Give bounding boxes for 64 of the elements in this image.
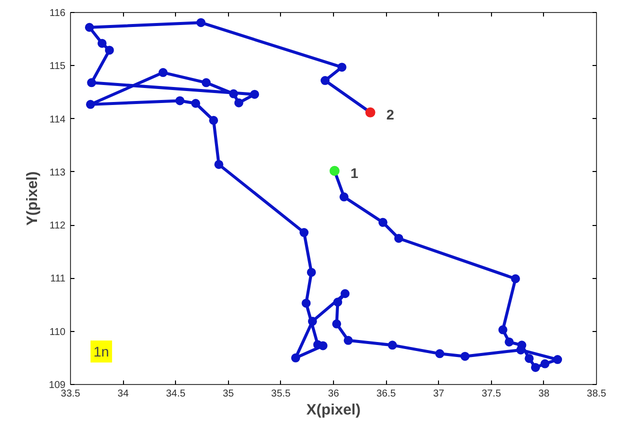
point <box>320 76 330 86</box>
point <box>530 363 540 372</box>
x-tick-label: 36 <box>328 388 340 400</box>
point <box>191 98 200 108</box>
point <box>394 234 404 243</box>
x-tick-label: 35 <box>222 388 234 400</box>
point <box>332 319 342 328</box>
point <box>300 228 309 238</box>
point <box>196 18 206 28</box>
x-axis-title: X(pixel) <box>306 402 361 418</box>
point <box>86 100 95 109</box>
point <box>337 62 346 72</box>
point <box>87 78 96 88</box>
x-tick-label: 38 <box>538 388 550 400</box>
y-tick-label: 112 <box>50 220 66 232</box>
annotation: 2 <box>386 106 394 122</box>
x-tick-label: 34 <box>118 388 130 400</box>
y-tick-label: 114 <box>50 114 66 126</box>
point <box>498 325 508 334</box>
point <box>202 78 211 88</box>
annotation: 1 <box>350 164 359 181</box>
point <box>524 354 534 363</box>
point <box>540 359 550 368</box>
annotation: 1n <box>94 344 110 360</box>
point <box>308 316 317 326</box>
x-tick-label: 37 <box>433 388 445 400</box>
y-tick-label: 115 <box>50 61 66 72</box>
point <box>229 89 238 98</box>
point <box>98 38 107 48</box>
point <box>234 98 244 108</box>
point <box>209 116 218 125</box>
point <box>553 355 562 364</box>
x-tick-label: 34.5 <box>166 388 186 400</box>
point <box>104 46 114 55</box>
y-tick-label: 109 <box>48 380 66 391</box>
x-tick-label: 33.5 <box>60 388 81 400</box>
x-tick-label: 35.5 <box>271 388 292 400</box>
point <box>344 336 353 345</box>
point <box>84 22 94 32</box>
point <box>175 96 184 106</box>
point <box>214 160 224 169</box>
point <box>460 352 470 361</box>
point <box>340 192 349 202</box>
point <box>378 218 388 227</box>
point <box>504 337 514 346</box>
point <box>306 268 316 277</box>
y-axis-title: Y(pixel) <box>24 171 41 226</box>
point <box>302 298 311 308</box>
y-tick-label: 113 <box>50 167 66 178</box>
x-tick-label: 36.5 <box>376 388 396 400</box>
y-tick-label: 110 <box>50 326 66 338</box>
point <box>388 340 397 350</box>
point <box>158 68 168 78</box>
point <box>250 90 260 99</box>
x-tick-label: 37.5 <box>482 388 502 400</box>
point <box>340 289 350 298</box>
point <box>333 298 342 307</box>
point <box>313 340 322 350</box>
point <box>291 353 300 362</box>
y-tick-label: 116 <box>50 8 66 19</box>
point <box>435 349 444 358</box>
x-tick-label: 38.5 <box>586 388 607 400</box>
y-tick-label: 111 <box>50 274 66 285</box>
point <box>510 274 520 284</box>
